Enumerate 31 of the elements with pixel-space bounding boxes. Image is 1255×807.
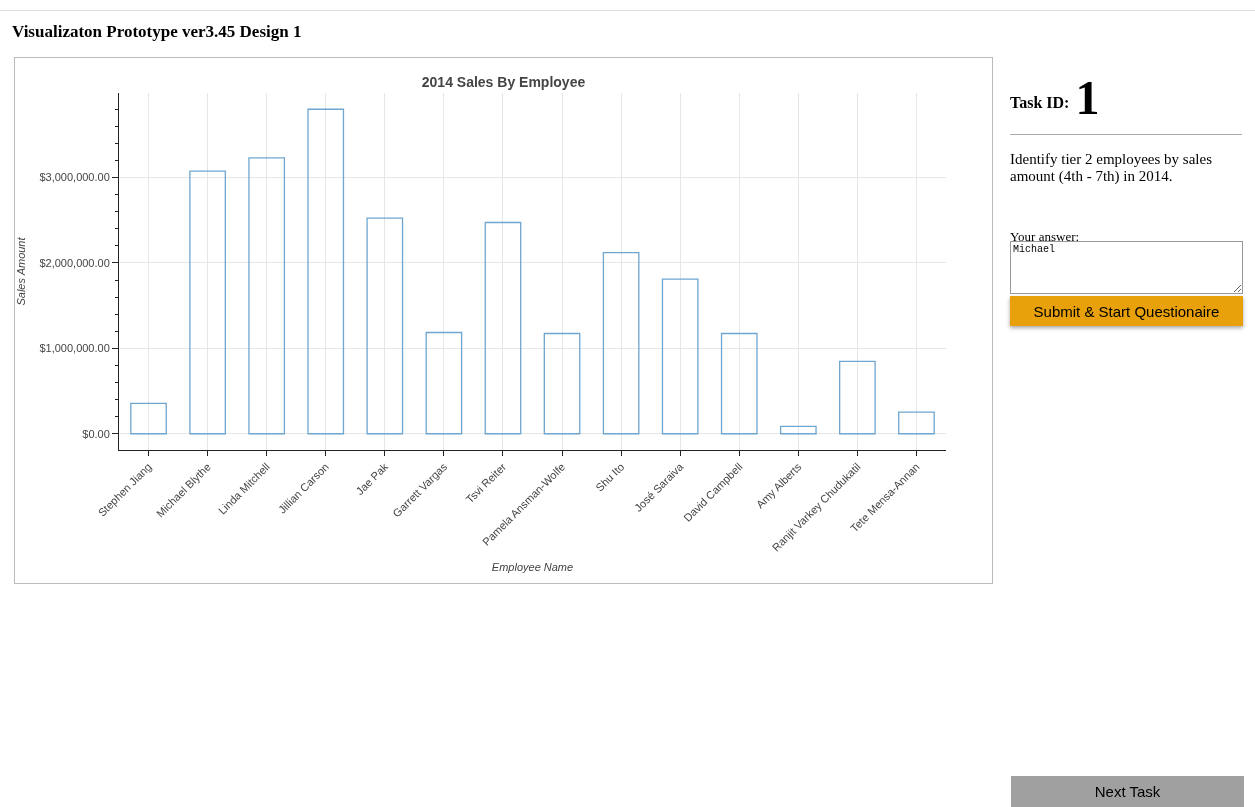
bar <box>720 332 758 435</box>
submit-button: Submit & Start Questionaire <box>1010 296 1243 326</box>
text: Visualizaton Prototype ver3.45 Design 1 <box>12 22 302 42</box>
bar <box>130 402 167 435</box>
y-tick-label: $1,000,000.00 <box>39 342 110 355</box>
bar <box>779 425 817 435</box>
answer-field: Michael <box>1010 241 1243 294</box>
bar <box>307 108 345 435</box>
bar <box>543 332 581 435</box>
y-axis-title: Sales Amount <box>15 236 27 306</box>
bar <box>898 411 935 435</box>
bar <box>366 217 404 435</box>
bar <box>839 360 876 435</box>
text: Your answer: <box>1010 229 1080 244</box>
y-tick-label: $0.00 <box>82 427 110 440</box>
x-tick-label: Shu Ito <box>593 460 627 494</box>
bar <box>602 252 640 435</box>
x-tick-label: Jae Pak <box>353 460 391 498</box>
x-axis-title: Employee Name <box>491 560 574 573</box>
next-task-button: Next Task <box>1011 776 1244 807</box>
y-tick-label: $2,000,000.00 <box>39 256 110 269</box>
text: 1 <box>1075 71 1100 124</box>
text: Task ID: <box>1010 94 1070 111</box>
bar <box>248 157 286 435</box>
bar <box>484 221 522 435</box>
bar <box>661 278 699 435</box>
chart-title: 2014 Sales By Employee <box>421 73 586 90</box>
bar <box>189 170 226 435</box>
bar <box>425 331 463 435</box>
y-tick-label: $3,000,000.00 <box>39 171 110 184</box>
text: Identify tier 2 employees by sales amount (4th - 7th) in 2014. <box>1010 151 1214 185</box>
